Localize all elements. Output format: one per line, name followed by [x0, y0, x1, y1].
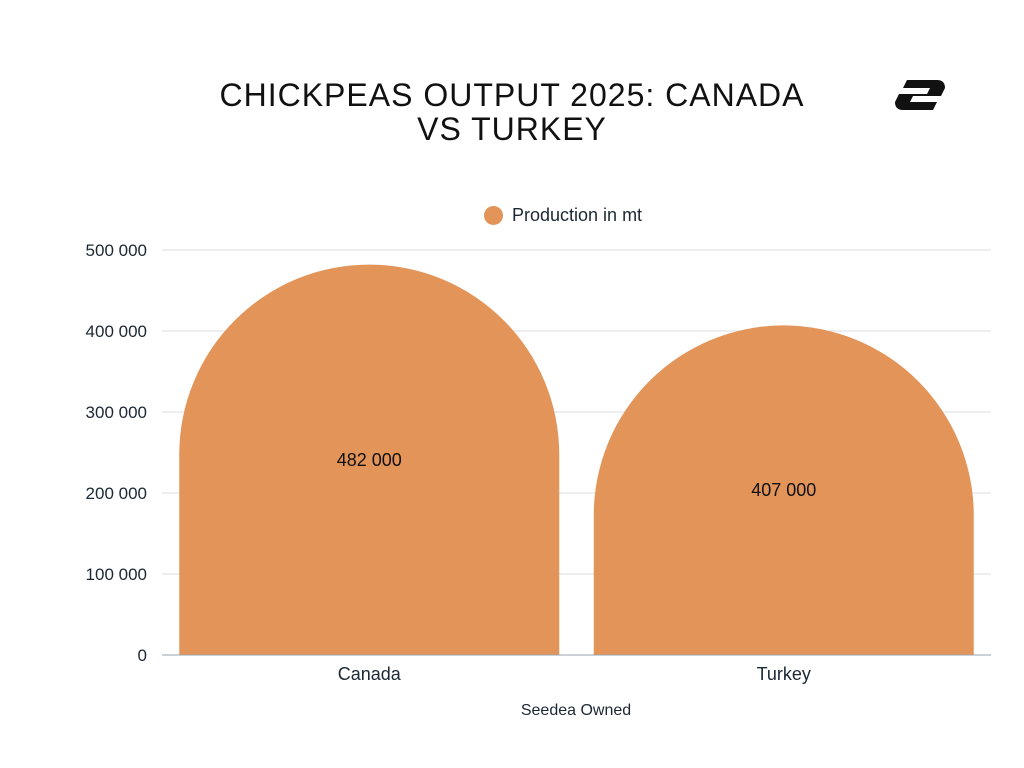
data-label: 482 000 — [337, 450, 402, 470]
data-label: 407 000 — [751, 480, 816, 500]
y-tick-label: 0 — [138, 646, 147, 665]
bar-turkey — [593, 325, 974, 655]
footer-credit: Seedea Owned — [520, 702, 632, 719]
y-tick-label: 500 000 — [86, 241, 147, 260]
y-tick-label: 400 000 — [86, 322, 147, 341]
y-tick-label: 200 000 — [86, 484, 147, 503]
x-tick-label: Turkey — [757, 664, 811, 684]
chart-title: CHICKPEAS OUTPUT 2025: CANADA VS TURKEY — [219, 77, 805, 147]
y-tick-label: 100 000 — [86, 565, 147, 584]
legend-swatch — [484, 205, 503, 225]
chart-legend: Production in mt — [484, 204, 642, 226]
bar-canada — [179, 264, 560, 655]
y-tick-label: 300 000 — [86, 403, 147, 422]
x-tick-label: Canada — [338, 664, 402, 684]
brand-logo-icon — [895, 80, 945, 110]
legend-label: Production in mt — [512, 204, 643, 225]
